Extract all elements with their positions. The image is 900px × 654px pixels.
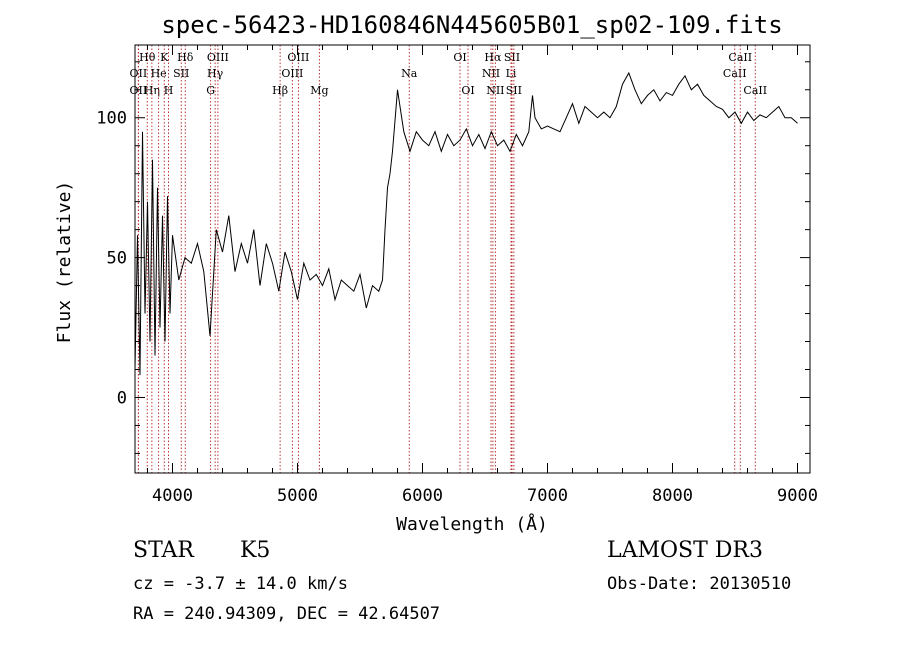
spectral-line-label: Hθ [139,51,156,64]
spectrum-line-0 [134,71,798,376]
survey-name: LAMOST DR3 [607,538,763,563]
x-tick-label: 6000 [402,486,443,506]
y-axis-label: Flux (relative) [54,181,75,344]
x-tick-label: 8000 [652,486,693,506]
spectral-line-label: Hβ [272,84,288,97]
spectrum-series [134,71,798,376]
coordinates: RA = 240.94309, DEC = 42.64507 [133,604,441,624]
chart-title: spec-56423-HD160846N445605B01_sp02-109.f… [161,11,782,39]
spectral-line-label: OIII [287,51,309,64]
object-class: STAR [133,538,194,563]
spectral-line-label: SII [173,67,189,80]
spectral-line-label: K [160,51,169,64]
spectral-line-label: OIII [207,51,229,64]
spectral-line-label: Li [506,67,517,80]
object-subclass: K5 [240,538,271,563]
spectral-line-label: CaII [728,51,752,64]
y-tick-label: 0 [117,388,127,408]
spectral-line-label: H [164,84,174,97]
spectral-line-label: OII [130,84,148,97]
spectral-line-label: Hα [484,51,502,64]
spectral-line-label: OI [461,84,474,97]
x-tick-label: 7000 [527,486,568,506]
spectral-line-label: G [206,84,215,97]
y-tick-label: 50 [107,249,127,269]
spectral-line-label: Na [401,67,418,80]
spectral-line-label: SII [506,84,522,97]
spectral-line-label: CaII [723,67,747,80]
spectral-line-markers: HθOIIOIIHηHeKHSIIHδGHγOIIIHβOIIIOIIIMgNa… [130,45,767,473]
spectral-line-label: OI [453,51,466,64]
x-axis-label: Wavelength (Å) [396,513,548,535]
plot-frame [134,44,811,474]
redshift-velocity: cz = -3.7 ± 14.0 km/s [133,574,348,594]
spectral-line-label: NII [486,84,504,97]
spectral-line-label: CaII [743,84,767,97]
axis-ticks: 4000 5000 6000 7000 8000 9000 0 50 100 [96,45,818,506]
observation-date: Obs-Date: 20130510 [607,574,792,594]
x-tick-label: 5000 [277,486,318,506]
x-tick-label: 4000 [152,486,193,506]
spectral-line-label: Mg [310,84,328,97]
spectral-line-label: Hγ [207,67,224,80]
spectral-line-label: He [151,67,167,80]
spectral-line-label: OIII [281,67,303,80]
spectral-line-label: SII [504,51,520,64]
y-tick-label: 100 [96,109,127,129]
spectral-line-label: Hη [144,84,160,97]
spectral-line-label: NII [482,67,500,80]
spectral-line-label: Hδ [177,51,194,64]
x-tick-label: 9000 [777,486,818,506]
